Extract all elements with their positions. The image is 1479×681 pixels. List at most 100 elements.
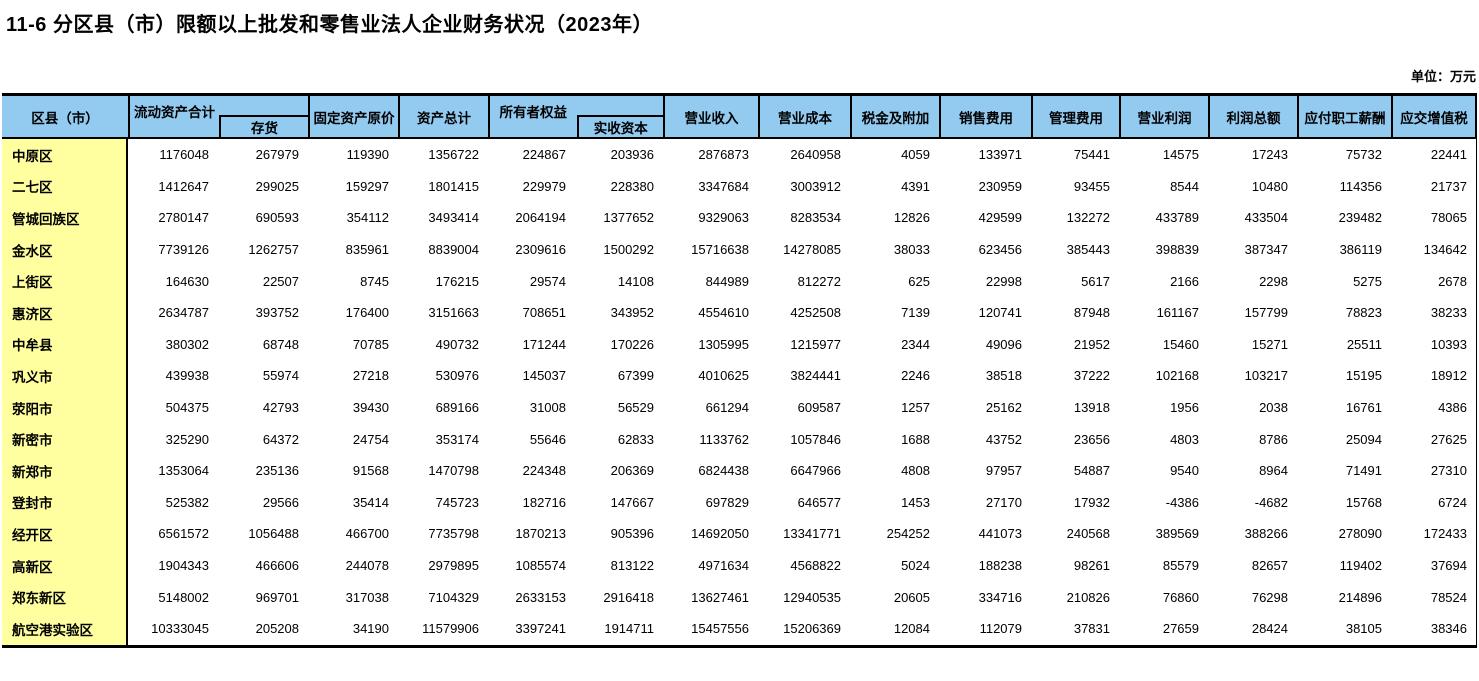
data-cell: 119402 [1339,558,1382,574]
data-cell: 466700 [345,526,389,542]
data-cell: 393752 [255,305,299,321]
table-row: 郑东新区 5148002 969701 317038 7104329 2633153 291… [2,581,1477,613]
table-row: 惠济区 2634787 393752 176400 3151663 708651 34395… [2,296,1477,329]
data-cell: 112079 [979,621,1022,637]
unit-label: 单位：万元 [1410,69,1476,84]
data-cell: 25511 [1346,336,1382,352]
data-cell: 6824438 [698,463,749,479]
data-cell: 5275 [1353,273,1382,289]
table-row: 二七区 1412647 299025 159297 1801415 229979 22838… [2,170,1477,203]
data-cell: 2344 [901,336,930,352]
row-label-region: 二七区 [2,170,128,203]
table-row: 上街区 164630 22507 8745 176215 29574 14108 844989… [2,265,1477,297]
data-cell: 1085574 [515,558,566,574]
data-cell: 68748 [262,336,299,352]
data-cell: 2633153 [515,589,566,605]
header-current-assets: 流动资产合计 [134,105,215,121]
data-cell: 172433 [1391,518,1477,550]
data-cell: 24754 [352,431,389,447]
data-cell: 8745 [360,273,389,289]
data-cell: 15271 [1251,336,1288,352]
data-cell: 20605 [893,589,930,605]
data-cell: 4059 [901,147,930,163]
data-cell: 91568 [352,463,389,479]
data-cell: 62833 [617,431,654,447]
data-cell: 76860 [1162,589,1199,605]
data-cell: 5148002 [158,589,209,605]
data-cell: -4682 [1254,494,1288,510]
data-cell: 15206369 [783,621,841,637]
data-cell: 15457556 [691,621,749,637]
table-row: 航空港实验区 10333045 205208 34190 11579906 3397241… [2,612,1477,645]
data-cell: 13918 [1073,400,1110,416]
data-cell: 1904343 [158,558,209,574]
data-cell: 145037 [522,368,566,384]
data-cell: 39430 [352,400,389,416]
data-cell: 15716638 [691,242,749,258]
data-cell: 119390 [346,147,389,163]
data-cell: 3347684 [698,178,749,194]
header-owners-equity: 所有者权益 [499,105,568,121]
data-cell: 4808 [901,463,930,479]
data-cell: 235136 [255,463,299,479]
data-cell: 844989 [705,273,749,289]
data-cell: 1801415 [428,178,479,194]
row-label-region: 郑东新区 [2,581,128,613]
data-cell: 646577 [797,494,841,510]
data-cell: 6724 [1391,486,1477,519]
data-cell: 55646 [529,431,566,447]
header-payroll-payable: 应付职工薪酬 [1297,96,1391,137]
data-cell: 8964 [1259,463,1288,479]
data-cell: 170226 [610,336,654,352]
data-cell: 35414 [352,494,389,510]
data-cell: 1305995 [698,336,749,352]
data-cell: 2298 [1259,273,1288,289]
data-cell: 2064194 [515,210,566,226]
data-cell: 4971634 [698,558,749,574]
data-cell: 22441 [1391,139,1477,171]
data-cell: 10480 [1251,178,1288,194]
data-cell: 1470798 [428,463,479,479]
data-cell: 38033 [893,242,930,258]
data-cell: 38233 [1391,296,1477,329]
data-cell: 164630 [165,273,209,289]
data-cell: 85579 [1162,558,1199,574]
header-admin-expenses: 管理费用 [1031,96,1119,137]
data-cell: 56529 [617,400,654,416]
data-cell: 905396 [610,526,654,542]
data-cell: 3397241 [515,621,566,637]
data-cell: 3493414 [428,210,479,226]
data-cell: 157799 [1244,305,1288,321]
data-cell: 813122 [610,558,654,574]
data-cell: 75732 [1345,147,1382,163]
data-cell: 27218 [352,368,389,384]
table-body: 中原区 1176048 267979 119390 1356722 224867 20393… [2,139,1477,645]
header-owners-equity-group: 所有者权益 实收资本 [488,96,663,137]
data-cell: 278090 [1338,526,1382,542]
data-cell: 8544 [1170,178,1199,194]
data-cell: 182716 [522,494,566,510]
data-cell: 27170 [985,494,1022,510]
data-cell: 14692050 [691,526,749,542]
table-row: 管城回族区 2780147 690593 354112 3493414 2064194 13… [2,202,1477,234]
data-cell: 134642 [1391,233,1477,266]
data-cell: 13341771 [783,526,841,542]
data-cell: 625 [908,273,930,289]
row-label-region: 中原区 [2,139,128,171]
data-cell: 2038 [1259,400,1288,416]
data-cell: 25162 [985,400,1022,416]
data-cell: 8786 [1259,431,1288,447]
data-cell: 1353064 [158,463,209,479]
data-cell: 228380 [610,178,654,194]
data-cell: 188238 [978,558,1022,574]
data-cell: 1412647 [158,178,209,194]
table-row: 中原区 1176048 267979 119390 1356722 224867 20393… [2,139,1477,171]
data-cell: 1500292 [603,242,654,258]
data-cell: 697829 [705,494,749,510]
data-cell: 9329063 [698,210,749,226]
data-cell: 1133762 [699,431,749,447]
data-cell: 504375 [165,400,209,416]
data-cell: 97957 [985,463,1022,479]
data-cell: 159297 [345,178,389,194]
data-cell: 439938 [165,368,209,384]
